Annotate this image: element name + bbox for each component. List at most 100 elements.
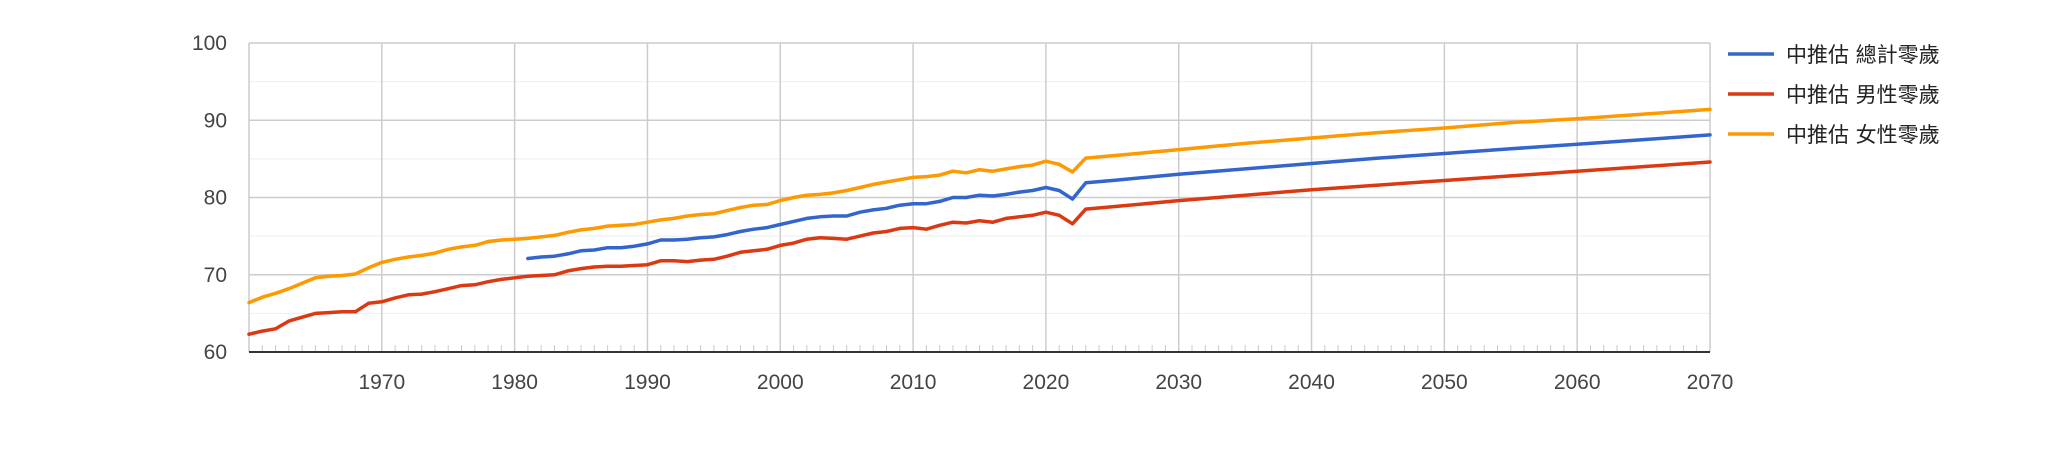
- data-point: [619, 246, 623, 250]
- data-point: [791, 195, 796, 200]
- x-tick-label: 2070: [1687, 371, 1734, 394]
- data-point: [579, 228, 583, 232]
- data-point: [473, 243, 477, 247]
- data-point: [300, 315, 304, 319]
- data-point: [619, 223, 623, 227]
- data-point: [513, 276, 517, 280]
- data-point: [858, 185, 862, 190]
- x-tick-label: 2060: [1554, 371, 1601, 394]
- data-point: [1708, 107, 1712, 112]
- data-point: [911, 175, 915, 180]
- data-point: [406, 293, 410, 297]
- data-point: [818, 215, 822, 219]
- data-point: [725, 209, 729, 213]
- data-point: [725, 254, 729, 258]
- data-point: [1044, 210, 1048, 214]
- y-tick-label: 60: [204, 341, 227, 364]
- data-point: [911, 202, 915, 206]
- data-point: [366, 266, 371, 270]
- data-point: [566, 230, 570, 234]
- data-point: [1575, 117, 1579, 121]
- data-point: [420, 253, 424, 258]
- data-point: [725, 232, 729, 237]
- data-point: [672, 216, 676, 220]
- data-point: [938, 223, 942, 227]
- data-point: [606, 264, 610, 268]
- x-tick-label: 2040: [1288, 371, 1335, 394]
- data-point: [765, 226, 769, 230]
- data-point: [752, 203, 756, 207]
- data-point: [1031, 188, 1035, 193]
- data-point: [260, 295, 264, 299]
- data-point: [672, 238, 676, 242]
- data-point: [353, 272, 357, 276]
- data-point: [433, 290, 437, 294]
- data-point: [1509, 120, 1513, 125]
- y-tick-label: 70: [204, 264, 227, 287]
- data-point: [1243, 193, 1247, 197]
- data-point: [1017, 190, 1021, 194]
- data-point: [871, 182, 875, 186]
- data-point: [433, 251, 437, 255]
- y-tick-label: 90: [204, 109, 227, 132]
- data-point: [353, 310, 357, 314]
- data-point: [1031, 163, 1035, 167]
- data-point: [327, 311, 331, 315]
- data-point: [539, 235, 543, 239]
- data-point: [406, 255, 410, 259]
- data-point: [977, 219, 982, 223]
- data-point: [805, 216, 809, 220]
- x-tick-label: 1970: [358, 371, 405, 394]
- data-point: [938, 199, 942, 203]
- x-tick-label: 1980: [491, 371, 538, 394]
- data-point: [1509, 174, 1513, 178]
- data-point: [1031, 213, 1035, 217]
- legend-label: 中推估 男性零歲: [1786, 83, 1940, 107]
- data-point: [977, 168, 982, 172]
- legend-label: 中推估 總計零歲: [1786, 43, 1940, 67]
- data-point: [765, 247, 769, 251]
- data-point: [539, 273, 543, 278]
- data-point: [1309, 161, 1314, 166]
- data-point: [805, 193, 809, 197]
- data-point: [579, 266, 583, 271]
- data-point: [685, 214, 689, 218]
- data-point: [579, 249, 583, 253]
- data-point: [366, 301, 371, 305]
- data-point: [287, 287, 291, 291]
- data-point: [1044, 185, 1048, 190]
- data-point: [526, 236, 530, 241]
- data-point: [845, 188, 849, 193]
- data-point: [871, 231, 875, 235]
- data-point: [1376, 156, 1380, 160]
- data-point: [884, 229, 889, 234]
- data-point: [805, 237, 809, 241]
- data-point: [446, 247, 450, 251]
- x-tick-label: 2030: [1155, 371, 1202, 394]
- data-point: [1442, 151, 1446, 156]
- data-point: [1708, 160, 1712, 164]
- data-point: [552, 273, 557, 277]
- data-point: [1243, 141, 1247, 146]
- data-point: [1309, 136, 1314, 140]
- data-point: [645, 263, 650, 267]
- data-point: [778, 198, 782, 203]
- data-point: [619, 264, 623, 268]
- data-point: [592, 226, 596, 230]
- data-point: [791, 219, 796, 224]
- data-point: [1110, 154, 1114, 158]
- data-point: [951, 169, 955, 173]
- data-point: [659, 238, 663, 242]
- data-point: [924, 175, 928, 179]
- data-point: [712, 257, 716, 261]
- data-point: [1509, 147, 1513, 151]
- data-point: [566, 269, 570, 273]
- data-point: [911, 226, 915, 230]
- data-point: [738, 229, 743, 234]
- data-point: [420, 292, 424, 296]
- axes: 60 70 80 90 100 1970 1980 1990 2000 2010 2020 2030 2…: [192, 32, 1733, 394]
- data-point: [459, 283, 464, 288]
- data-point: [539, 255, 543, 259]
